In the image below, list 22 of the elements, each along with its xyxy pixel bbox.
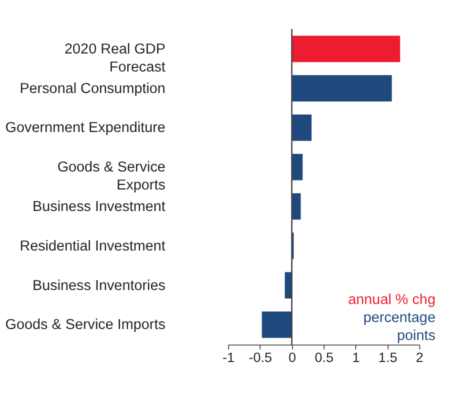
x-tick-label: 0.5 xyxy=(314,350,334,366)
y-tick-label: Goods & Service Imports xyxy=(5,317,166,334)
x-tick-label: -0.5 xyxy=(248,350,272,366)
x-tick-label: 1 xyxy=(352,350,360,366)
x-tick-label: 1.5 xyxy=(378,350,398,366)
bar xyxy=(292,75,392,102)
text: annual % chg xyxy=(348,292,436,308)
bar xyxy=(292,36,400,62)
bar xyxy=(262,311,292,338)
y-tick-label: Business Investment xyxy=(32,198,166,215)
y-tick-label: Business Inventories xyxy=(32,278,166,294)
y-tick-label: Goods & Service Exports xyxy=(57,160,166,194)
bar xyxy=(292,154,303,180)
y-tick-label: Residential Investment xyxy=(20,238,166,254)
y-tick-label: Government Expenditure xyxy=(5,120,166,136)
x-tick-label: 0 xyxy=(288,350,296,366)
x-tick-label: -1 xyxy=(222,350,235,366)
y-tick-label: Personal Consumption xyxy=(20,80,166,97)
bar xyxy=(292,114,312,141)
text: percentage points xyxy=(363,310,436,344)
y-tick-label: 2020 Real GDP Forecast xyxy=(64,41,166,76)
x-tick-label: 2 xyxy=(416,350,424,366)
